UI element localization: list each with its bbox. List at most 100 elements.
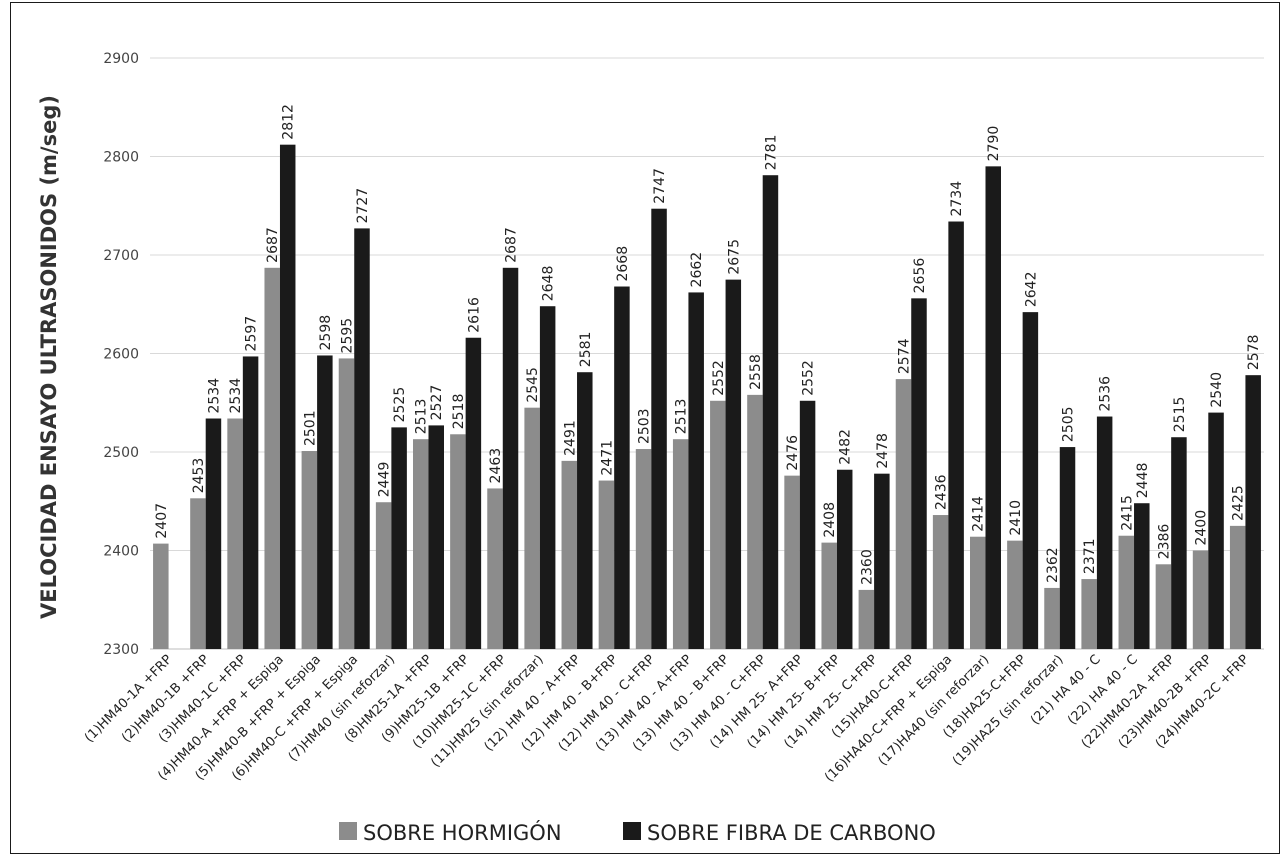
data-label-s0-27: 2415	[1119, 495, 1135, 531]
y-tick-label-2500: 2500	[103, 445, 139, 461]
bar-s1-7	[391, 427, 407, 649]
bar-s0-24	[1007, 540, 1023, 649]
bar-s0-6	[338, 358, 355, 649]
legend: SOBRE HORMIGÓN SOBRE FIBRA DE CARBONO	[339, 820, 936, 845]
data-label-s1-22: 2734	[949, 181, 965, 217]
data-label-s1-23: 2790	[986, 126, 1002, 162]
data-label-s1-3: 2597	[244, 316, 260, 352]
legend-swatch-sobre-fibra-de-carbono	[623, 822, 641, 840]
data-label-s1-17: 2781	[763, 135, 779, 171]
y-tick-label-2600: 2600	[103, 347, 139, 363]
bar-s0-21	[895, 379, 912, 649]
bar-s0-12	[561, 460, 578, 649]
data-label-s1-15: 2662	[689, 252, 705, 288]
data-labels: 2407 2453 2534 2534 2597 2687 2812 2501 2598 2595…	[154, 104, 1262, 585]
y-axis-ticks: 2300 2400 2500 2600 2700 2800 2900	[103, 51, 139, 658]
bar-s1-17	[762, 175, 779, 649]
data-label-s0-12: 2491	[562, 420, 578, 456]
data-label-s1-16: 2675	[726, 239, 742, 275]
bar-s0-25	[1044, 587, 1060, 649]
chart-frame	[10, 2, 1280, 854]
data-label-s0-2: 2453	[191, 458, 207, 494]
bar-s1-24	[1022, 312, 1039, 649]
data-label-s0-9: 2518	[451, 394, 467, 430]
bar-s1-12	[577, 372, 593, 649]
data-label-s1-4: 2812	[281, 104, 297, 140]
data-label-s0-3: 2534	[228, 378, 244, 414]
bar-s1-20	[874, 473, 890, 649]
bar-s0-15	[672, 439, 689, 649]
data-label-s0-7: 2449	[377, 462, 393, 498]
data-label-s0-26: 2371	[1082, 538, 1098, 574]
data-label-s0-4: 2687	[265, 227, 281, 263]
data-label-s1-27: 2448	[1135, 463, 1151, 499]
data-label-s0-28: 2386	[1156, 524, 1172, 560]
data-label-s0-24: 2410	[1008, 500, 1024, 536]
y-tick-label-2800: 2800	[103, 150, 139, 166]
data-label-s1-10: 2687	[504, 227, 520, 263]
data-label-s0-11: 2545	[525, 367, 541, 403]
bar-s0-4	[264, 267, 280, 649]
y-tick-label-2900: 2900	[103, 51, 139, 67]
bar-s0-27	[1118, 535, 1135, 649]
data-label-s1-6: 2727	[355, 188, 371, 224]
data-label-s1-21: 2656	[912, 258, 928, 294]
bar-s0-11	[524, 407, 540, 649]
bar-s1-21	[911, 298, 927, 649]
data-label-s0-17: 2558	[748, 354, 764, 390]
bar-s0-3	[227, 418, 243, 649]
bar-s0-18	[784, 475, 800, 649]
data-label-s0-22: 2436	[934, 474, 950, 510]
data-label-s1-26: 2536	[1098, 376, 1114, 412]
data-label-s0-16: 2552	[711, 360, 727, 396]
data-label-s0-10: 2463	[488, 448, 504, 484]
bar-s0-23	[970, 536, 986, 649]
bar-s1-8	[428, 425, 444, 649]
bar-s1-15	[688, 292, 704, 649]
bars	[153, 144, 1261, 649]
bar-s1-14	[651, 208, 667, 649]
data-label-s0-14: 2503	[637, 408, 653, 444]
data-label-s0-13: 2471	[599, 440, 615, 476]
data-label-s1-28: 2515	[1172, 397, 1188, 433]
bar-s1-28	[1171, 437, 1187, 649]
y-tick-label-2400: 2400	[103, 544, 139, 560]
data-label-s1-29: 2540	[1209, 372, 1225, 408]
bar-s1-27	[1134, 503, 1150, 649]
bar-s0-16	[710, 400, 726, 649]
data-label-s0-29: 2400	[1194, 510, 1210, 546]
bar-s1-2	[205, 418, 222, 649]
bar-s1-5	[317, 355, 333, 649]
bar-s1-3	[242, 356, 259, 649]
gridlines	[150, 57, 1264, 650]
legend-swatch-sobre-hormigon	[339, 822, 357, 840]
data-label-s1-9: 2616	[466, 297, 482, 333]
data-label-s1-24: 2642	[1023, 271, 1039, 307]
bar-s0-28	[1155, 564, 1172, 649]
data-label-s1-13: 2668	[615, 246, 631, 282]
bar-s1-10	[502, 267, 519, 649]
data-label-s1-30: 2578	[1246, 335, 1262, 371]
bar-s1-11	[539, 306, 556, 649]
bar-s0-8	[413, 439, 429, 649]
bar-s0-22	[932, 515, 949, 649]
data-label-s0-18: 2476	[785, 435, 801, 471]
bar-s0-26	[1081, 579, 1097, 649]
bar-s0-20	[858, 589, 875, 649]
data-label-s1-14: 2747	[652, 168, 668, 204]
data-label-s0-5: 2501	[302, 410, 318, 446]
data-label-s0-8: 2513	[414, 399, 430, 435]
bar-s1-13	[614, 286, 630, 649]
data-label-s0-19: 2408	[822, 502, 838, 538]
bar-s1-9	[465, 337, 482, 649]
y-tick-label-2300: 2300	[103, 642, 139, 658]
data-label-s1-8: 2527	[429, 385, 445, 421]
bar-s0-5	[301, 451, 318, 649]
bar-s1-30	[1245, 375, 1261, 649]
bar-s1-23	[985, 166, 1001, 649]
bar-s1-22	[948, 221, 964, 649]
category-labels: (1)HM40-1A +FRP(2)HM40-1B +FRP(3)HM40-1C…	[82, 652, 1252, 785]
bar-s0-13	[598, 480, 615, 649]
data-label-s1-11: 2648	[541, 266, 557, 302]
